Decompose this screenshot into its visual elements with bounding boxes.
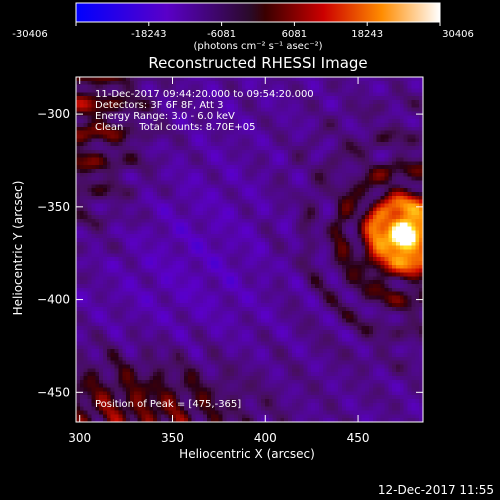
- colorbar-tick-label: -30406: [12, 29, 47, 40]
- y-tick-label: −400: [37, 293, 70, 307]
- x-axis-label: Heliocentric X (arcsec): [179, 447, 315, 461]
- chart-title: Reconstructed RHESSI Image: [148, 54, 367, 72]
- y-tick-label: −350: [37, 200, 70, 214]
- y-tick-label: −450: [37, 385, 70, 399]
- colorbar-ticks: -30406 -18243 -6081 6081 18243 30406: [12, 22, 474, 40]
- colorbar-tick-label: 30406: [442, 29, 474, 40]
- colorbar-tick-label: -18243: [131, 29, 166, 40]
- colorbar-tick-label: 18243: [351, 29, 383, 40]
- y-axis-label: Heliocentric Y (arcsec): [11, 181, 25, 316]
- plot-frame: [75, 76, 424, 423]
- annotation-detectors: Detectors: 3F 6F 8F, Att 3: [95, 100, 223, 111]
- x-tick-label: 450: [347, 431, 370, 445]
- footer-timestamp: 12-Dec-2017 11:55: [378, 483, 494, 497]
- x-tick-label: 300: [68, 431, 91, 445]
- x-tick-label: 350: [161, 431, 184, 445]
- annotation-algorithm-counts: Clean Total counts: 8.70E+05: [95, 122, 255, 133]
- heatmap-image: [76, 77, 423, 422]
- y-axis-ticks: −300 −350 −400 −450: [37, 107, 423, 399]
- annotation-time-range: 11-Dec-2017 09:44:20.000 to 09:54:20.000: [95, 89, 314, 100]
- x-tick-label: 400: [254, 431, 277, 445]
- annotation-energy-range: Energy Range: 3.0 - 6.0 keV: [95, 111, 235, 122]
- colorbar: [75, 2, 441, 23]
- colorbar-tick-label: -6081: [207, 29, 236, 40]
- x-axis-ticks: 300 350 400 450: [68, 77, 370, 445]
- annotation-peak-position: Position of Peak = [475,-365]: [95, 399, 241, 410]
- colorbar-tick-label: 6081: [282, 29, 307, 40]
- colorbar-unit-label: (photons cm⁻² s⁻¹ asec⁻²): [193, 41, 322, 52]
- y-tick-label: −300: [37, 107, 70, 121]
